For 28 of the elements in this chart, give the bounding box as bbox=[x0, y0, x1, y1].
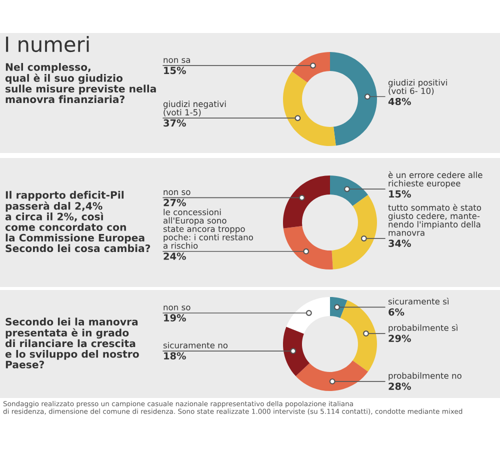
chart-title: I numeri bbox=[6, 36, 89, 52]
data-label: 18% bbox=[164, 352, 186, 360]
data-label: 27% bbox=[164, 198, 186, 206]
slice-label: probabilmente sì bbox=[388, 324, 458, 333]
text: Nel complesso, qual è il suo giudizio sulle misure previste nella manovra finanziaria? bbox=[5, 63, 156, 104]
slice-label: non sa bbox=[164, 58, 190, 63]
data-label: 29% bbox=[388, 334, 411, 342]
data-label: 19% bbox=[164, 314, 186, 322]
text: Il rapporto deficit-Pil passerà dal 2,4% a circa il 2%, così come concordato con la Commissione Europea Secondo lei cosa cambia? bbox=[5, 190, 150, 252]
data-label: 48% bbox=[388, 98, 411, 106]
slice-label: sicuramente sì bbox=[388, 298, 449, 305]
data-label: 15% bbox=[389, 190, 411, 198]
slice-label: giudizi negativi (voti 1-5) bbox=[163, 100, 226, 116]
slice-label: sicuramente no bbox=[163, 342, 228, 348]
text: Secondo lei la manovra presentata è in grado di rilanciare la crescita e lo sviluppo del nostro Paese? bbox=[5, 318, 139, 368]
slice-label: è un errore cedere alle richieste europee bbox=[388, 171, 482, 188]
slice-label: non so bbox=[164, 306, 190, 310]
slice-label: le concessioni all'Europa sono state ancora troppo poche: i conti restano a rischio bbox=[163, 208, 253, 249]
slice-label: probabilmente no bbox=[388, 372, 462, 380]
data-label: 15% bbox=[164, 66, 186, 74]
slice-label: non so bbox=[164, 190, 190, 196]
data-label: 28% bbox=[388, 382, 411, 390]
slice-label: giudizi positivi (voti 6- 10) bbox=[388, 79, 447, 96]
data-label: 6% bbox=[388, 308, 404, 316]
data-label: 34% bbox=[388, 240, 411, 247]
slice-label: tutto sommato è stato giusto cedere, mante- nendo l'impianto della manovra bbox=[388, 204, 482, 236]
data-label: 37% bbox=[164, 119, 186, 127]
data-label: 24% bbox=[164, 252, 186, 260]
